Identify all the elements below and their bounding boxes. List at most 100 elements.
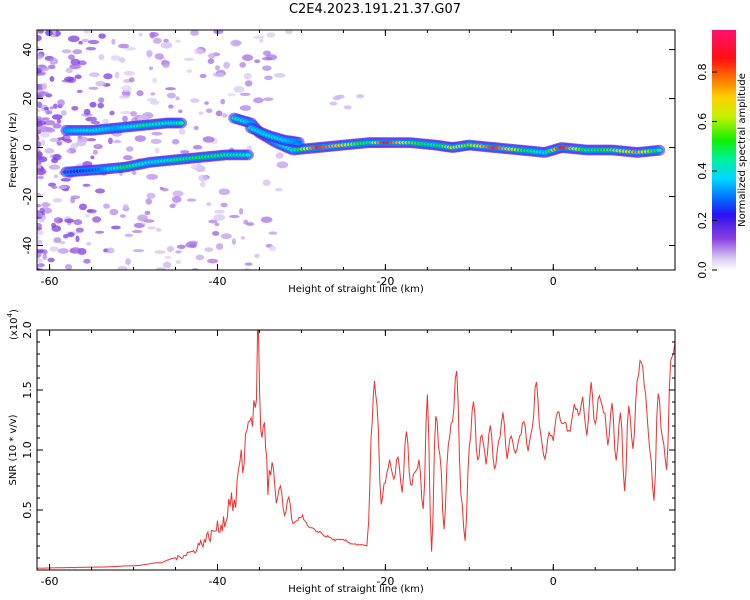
snr-series-line <box>37 330 675 569</box>
noise-speckle <box>262 179 271 187</box>
noise-speckle <box>242 54 254 62</box>
x-tick-label: -20 <box>376 575 394 588</box>
noise-speckle <box>202 136 215 143</box>
noise-speckle <box>147 226 157 230</box>
noise-speckle <box>49 57 59 65</box>
noise-speckle <box>51 185 58 189</box>
noise-speckle <box>37 212 43 218</box>
spectrogram-frame <box>36 29 676 271</box>
noise-speckle <box>52 123 62 129</box>
noise-speckle <box>207 52 215 59</box>
noise-speckle <box>206 202 212 207</box>
noise-speckle <box>91 116 97 123</box>
ridge-core <box>656 148 663 153</box>
noise-speckle <box>39 207 45 214</box>
x-tick-label: -40 <box>209 275 227 288</box>
noise-speckle <box>64 263 73 270</box>
noise-speckle <box>83 30 91 34</box>
noise-speckle <box>78 203 88 211</box>
noise-speckle <box>95 143 100 149</box>
noise-speckle <box>38 126 50 133</box>
noise-speckle <box>150 92 156 96</box>
noise-speckle <box>65 149 71 153</box>
noise-speckle <box>146 192 156 199</box>
x-tick-label: -20 <box>376 275 394 288</box>
noise-speckle <box>86 241 92 246</box>
noise-speckle <box>123 155 133 161</box>
noise-speckle <box>239 62 246 68</box>
snr-multiplier-exponent: 4 <box>6 312 14 317</box>
noise-speckle <box>58 185 68 190</box>
noise-speckle <box>72 49 83 55</box>
y-tick-label: 1.0 <box>21 441 34 459</box>
noise-speckle <box>37 68 42 74</box>
noise-speckle <box>213 30 224 35</box>
noise-speckle <box>273 73 286 78</box>
noise-speckle <box>171 138 180 145</box>
noise-speckle <box>119 214 126 218</box>
x-tick-label: 0 <box>550 275 557 288</box>
noise-speckle <box>37 101 43 108</box>
noise-speckle <box>95 80 106 87</box>
noise-speckle <box>163 38 169 43</box>
noise-speckle <box>204 247 214 252</box>
noise-speckle <box>264 75 273 80</box>
noise-speckle <box>254 253 260 259</box>
noise-speckle <box>214 222 220 227</box>
y-tick-label: -20 <box>21 188 34 206</box>
noise-speckle <box>262 65 272 71</box>
x-tick-label: -40 <box>209 575 227 588</box>
noise-speckle <box>150 138 162 145</box>
noise-speckle <box>193 48 205 55</box>
noise-speckle <box>146 49 153 57</box>
spectrogram-noise <box>37 30 365 270</box>
noise-speckle <box>148 66 154 71</box>
noise-speckle <box>154 53 164 60</box>
ridge-core <box>178 121 185 125</box>
y-tick-label: 20 <box>21 92 34 106</box>
noise-speckle <box>109 208 119 216</box>
snr-background <box>37 330 675 570</box>
colorbar-tick-label: 0.6 <box>696 113 709 130</box>
noise-speckle <box>61 49 72 54</box>
noise-speckle <box>57 99 65 107</box>
spectrogram-y-label: Frequency (Hz) <box>8 112 19 188</box>
y-tick-label: 40 <box>21 43 34 57</box>
spectrogram-ridges <box>60 112 666 178</box>
snr-multiplier-base: (x10 <box>9 317 20 340</box>
noise-speckle <box>260 216 273 223</box>
noise-speckle <box>329 101 338 106</box>
noise-speckle <box>190 30 199 36</box>
colorbar-tick-label: 0.0 <box>696 261 709 279</box>
noise-speckle <box>53 217 64 224</box>
noise-speckle <box>69 63 81 70</box>
colorbar-label: Normalized spectral amplitude <box>737 73 748 227</box>
noise-speckle <box>175 250 182 254</box>
noise-speckle <box>110 225 121 230</box>
noise-speckle <box>205 108 213 114</box>
noise-speckle <box>215 110 223 117</box>
noise-speckle <box>38 30 45 34</box>
noise-speckle <box>246 145 253 151</box>
noise-speckle <box>123 70 135 76</box>
noise-speckle <box>70 197 76 204</box>
noise-speckle <box>240 235 245 240</box>
noise-speckle <box>64 76 74 82</box>
snr-x-label: Height of straight line (km) <box>288 584 424 595</box>
noise-speckle <box>233 40 242 45</box>
noise-speckle <box>195 254 205 261</box>
snr-multiplier: (x104) <box>6 309 20 340</box>
noise-speckle <box>131 230 143 234</box>
noise-speckle <box>176 244 186 249</box>
noise-speckle <box>220 233 232 240</box>
noise-speckle <box>124 233 134 238</box>
noise-speckle <box>41 139 46 146</box>
noise-speckle <box>76 89 83 94</box>
noise-speckle <box>48 164 61 170</box>
noise-speckle <box>175 96 180 101</box>
noise-speckle <box>37 235 40 240</box>
colorbar-tick-label: 0.2 <box>696 212 709 230</box>
noise-speckle <box>57 248 69 254</box>
noise-speckle <box>53 103 58 109</box>
